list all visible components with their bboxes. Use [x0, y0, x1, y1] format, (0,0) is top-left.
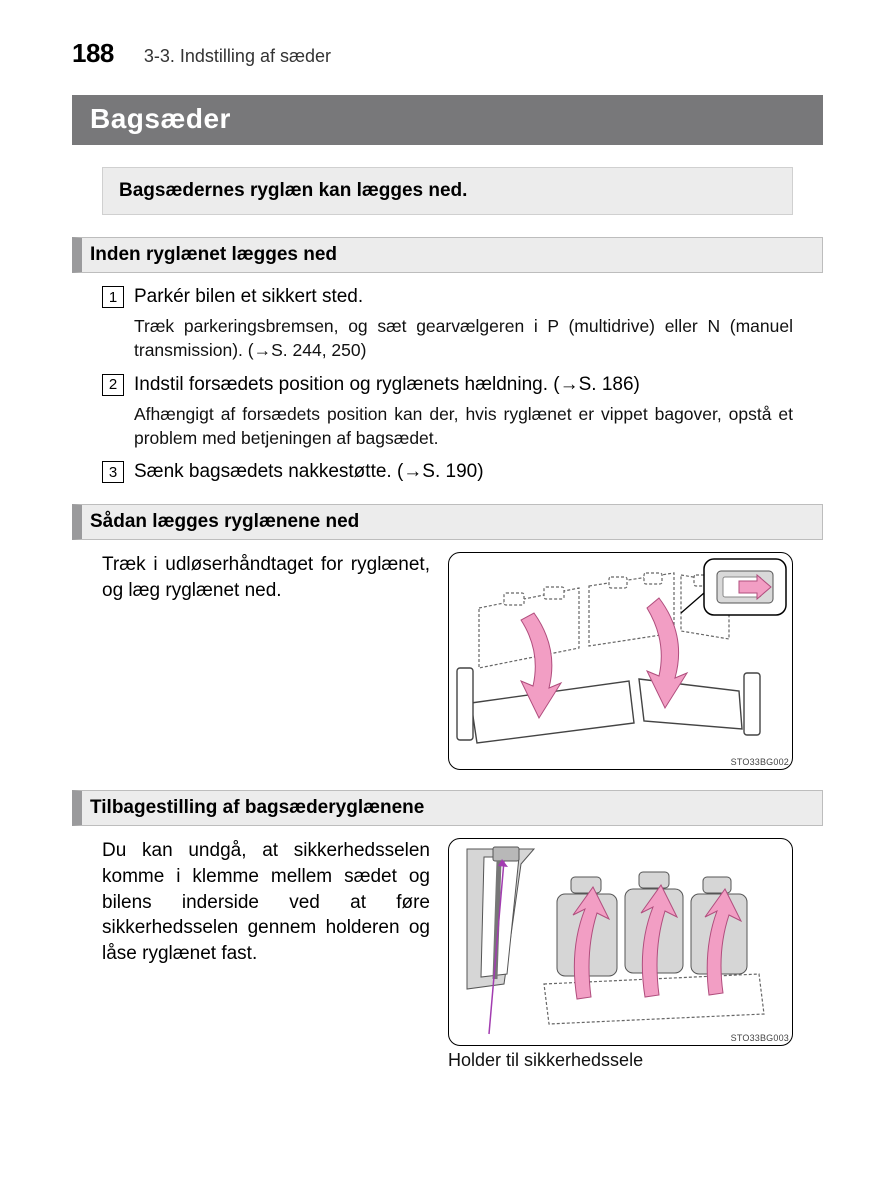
step-subtext: Afhængigt af forsædets position kan der,…: [134, 403, 793, 450]
fold-illustration: [449, 553, 794, 771]
step-text: Sænk bagsædets nakkestøtte. (→S. 190): [134, 460, 484, 484]
figure-frame: STO33BG003: [448, 838, 793, 1046]
page-header: 188 3-3. Indstilling af sæder: [72, 38, 823, 69]
figure-code: STO33BG003: [731, 1033, 789, 1043]
intro-box: Bagsædernes ryglæn kan lægges ned.: [102, 167, 793, 215]
figure-frame: STO33BG002: [448, 552, 793, 770]
step-row: 2 Indstil forsædets position og ryglænet…: [102, 373, 793, 397]
section-heading-fold: Sådan lægges ryglænene ned: [72, 504, 823, 540]
page: 188 3-3. Indstilling af sæder Bagsæder B…: [0, 0, 881, 1200]
return-row: Du kan undgå, at sikkerhedsselen komme i…: [102, 838, 793, 1072]
figure-caption: Holder til sikkerhedssele: [448, 1050, 793, 1072]
return-text: Du kan undgå, at sikkerhedsselen komme i…: [102, 838, 430, 1072]
section-before-body: 1 Parkér bilen et sikkert sted. Træk par…: [102, 285, 793, 484]
page-number: 188: [72, 38, 114, 69]
section-heading-before: Inden ryglænet lægges ned: [72, 237, 823, 273]
fold-row: Træk i udløserhåndtaget for ryglænet, og…: [102, 552, 793, 770]
page-title: Bagsæder: [72, 95, 823, 145]
step-number-box: 1: [102, 286, 124, 308]
figure-code: STO33BG002: [731, 757, 789, 767]
step-subtext: Træk parkeringsbremsen, og sæt gearvælge…: [134, 315, 793, 362]
breadcrumb: 3-3. Indstilling af sæder: [144, 46, 331, 67]
figure-return: STO33BG003 Holder til sikkerhedssele: [448, 838, 793, 1072]
step-text: Parkér bilen et sikkert sted.: [134, 285, 363, 309]
step-number-box: 3: [102, 461, 124, 483]
step-row: 3 Sænk bagsædets nakkestøtte. (→S. 190): [102, 460, 793, 484]
return-illustration: [449, 839, 794, 1047]
figure-fold: STO33BG002: [448, 552, 793, 770]
step-number-box: 2: [102, 374, 124, 396]
fold-text: Træk i udløserhåndtaget for ryglænet, og…: [102, 552, 430, 770]
step-row: 1 Parkér bilen et sikkert sted.: [102, 285, 793, 309]
section-heading-return: Tilbagestilling af bagsæderyglænene: [72, 790, 823, 826]
step-text: Indstil forsædets position og ryglænets …: [134, 373, 640, 397]
